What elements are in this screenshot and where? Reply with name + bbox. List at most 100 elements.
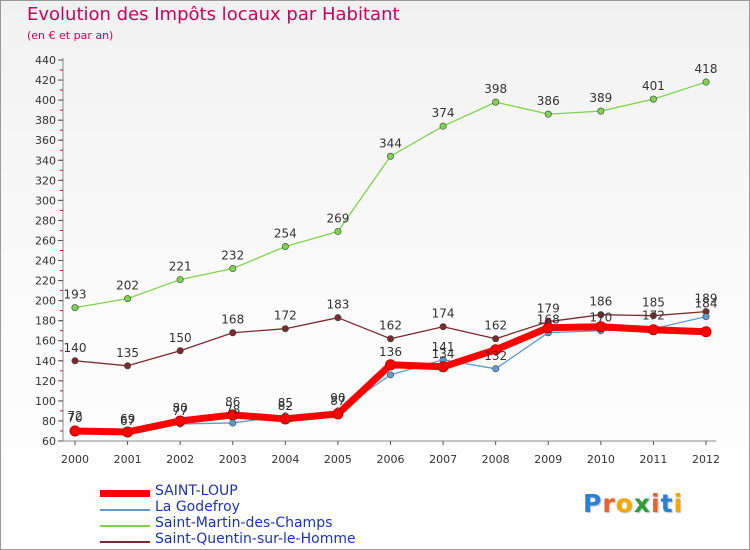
legend-swatch (100, 509, 150, 511)
y-tick-label: 100 (35, 395, 56, 408)
series-layer (69, 78, 712, 438)
y-tick-label: 220 (35, 275, 56, 288)
legend-label: La Godefroy (155, 499, 240, 515)
data-label: 168 (537, 313, 560, 327)
x-tick-label: 2002 (166, 453, 194, 466)
data-point (71, 304, 79, 312)
data-point (279, 413, 291, 425)
data-point (700, 326, 712, 338)
logo-letter: i (673, 489, 684, 518)
y-tick-label: 280 (35, 214, 56, 227)
legend-label: Saint-Martin-des-Champs (155, 515, 333, 531)
data-point (71, 357, 79, 365)
x-tick-label: 2008 (482, 453, 510, 466)
data-point (386, 371, 394, 379)
data-label: 140 (64, 341, 87, 355)
data-label: 162 (379, 319, 402, 333)
logo-letter: x (633, 489, 651, 518)
data-label: 132 (484, 349, 507, 363)
logo-letter: P (583, 489, 603, 518)
data-point (386, 335, 394, 343)
y-tick-label: 120 (35, 375, 56, 388)
data-label: 254 (274, 226, 297, 240)
data-point (490, 344, 502, 356)
x-tick-label: 2004 (271, 453, 299, 466)
data-label: 386 (537, 94, 560, 108)
y-tick-label: 420 (35, 74, 56, 87)
data-point (227, 409, 239, 421)
x-tick-label: 2009 (534, 453, 562, 466)
x-tick-label: 2003 (219, 453, 247, 466)
data-label: 82 (278, 399, 293, 413)
data-point (437, 361, 449, 373)
data-point (544, 110, 552, 118)
y-tick-label: 160 (35, 335, 56, 348)
data-label: 80 (173, 401, 188, 415)
data-label: 136 (379, 345, 402, 359)
data-label: 389 (589, 91, 612, 105)
legend-swatch (100, 541, 150, 543)
x-tick-label: 2005 (324, 453, 352, 466)
data-point (176, 276, 184, 284)
data-label: 221 (169, 260, 192, 274)
data-label: 150 (169, 331, 192, 345)
chart-title: Evolution des Impôts locaux par Habitant (27, 4, 400, 25)
data-point (492, 98, 500, 106)
legend-swatch (100, 490, 150, 497)
data-label: 185 (642, 296, 665, 310)
y-tick-label: 260 (35, 234, 56, 247)
data-label: 401 (642, 79, 665, 93)
x-tick-label: 2000 (61, 453, 89, 466)
logo-letter: r (602, 489, 616, 518)
data-label: 174 (432, 307, 455, 321)
data-point (174, 415, 186, 427)
data-point (385, 359, 396, 371)
y-tick-label: 400 (35, 94, 56, 107)
data-point (122, 426, 134, 438)
data-label: 170 (589, 311, 612, 325)
data-point (334, 314, 342, 322)
data-label: 202 (116, 279, 139, 293)
data-label: 134 (432, 347, 455, 361)
data-label: 189 (695, 292, 718, 306)
series-line (74, 81, 707, 309)
y-tick-label: 300 (35, 194, 56, 207)
data-label: 168 (221, 313, 244, 327)
y-tick-label: 440 (35, 54, 56, 67)
data-label: 69 (120, 412, 135, 426)
data-point (229, 329, 237, 337)
data-point (439, 122, 447, 130)
data-point (702, 313, 710, 321)
y-tick-label: 320 (35, 174, 56, 187)
data-label: 184 (695, 297, 718, 311)
data-labels: 193 202 221 232 254 269 344 374 398 386 389 401 418 1… (64, 62, 718, 428)
data-point (647, 324, 659, 336)
data-label: 398 (484, 82, 507, 96)
data-point (332, 408, 344, 420)
data-point (595, 321, 607, 333)
legend-swatch (100, 525, 150, 527)
axes: 60 80 100 120 140 160 180 200 220 240 260 280 300 320… (35, 54, 720, 466)
proxiti-logo: Proxiti (583, 489, 683, 518)
data-label: 67 (120, 414, 135, 428)
data-point (124, 295, 132, 303)
series-saint-quentin-sur-le-homme (71, 308, 710, 370)
data-label: 186 (589, 295, 612, 309)
data-point (281, 325, 289, 333)
y-tick-label: 60 (42, 435, 56, 448)
data-label: 77 (173, 404, 188, 418)
x-tick-label: 2011 (639, 453, 667, 466)
x-tick-label: 2012 (692, 453, 720, 466)
data-point (124, 362, 132, 370)
series-saint-loup (69, 321, 712, 438)
x-tick-label: 2001 (114, 453, 142, 466)
data-label: 232 (221, 249, 244, 263)
data-label: 78 (225, 403, 240, 417)
data-point (492, 335, 500, 343)
chart-subtitle: (en € et par an) (27, 29, 114, 42)
y-tick-label: 80 (42, 415, 56, 428)
data-label: 141 (432, 340, 455, 354)
logo-letter: i (651, 489, 661, 518)
